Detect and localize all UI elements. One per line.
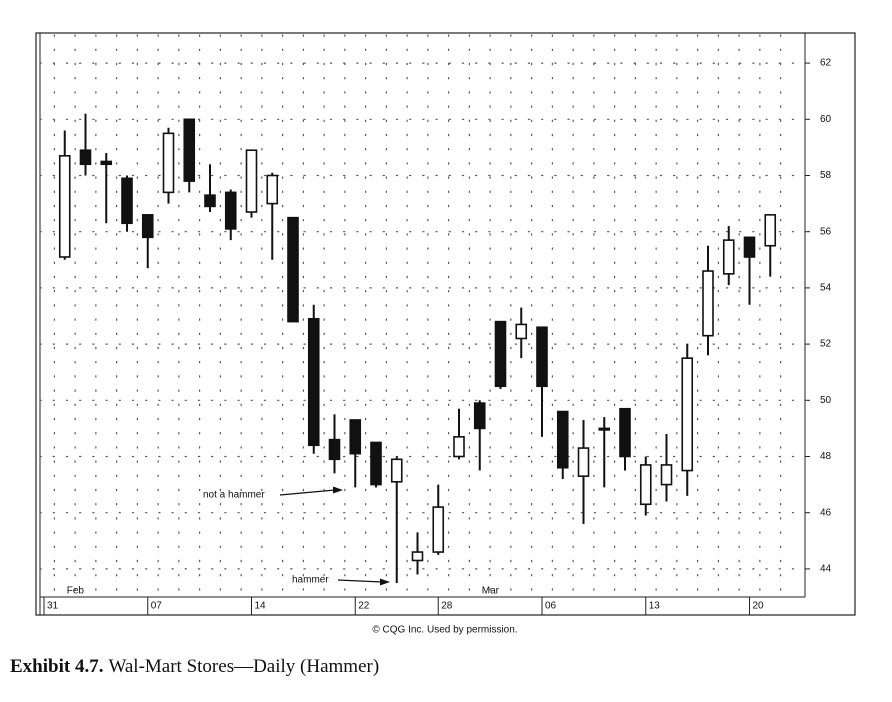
candle-body	[639, 464, 652, 506]
x-tick-label: 06	[545, 601, 557, 612]
annotation: hammer	[292, 575, 329, 586]
candle-body	[224, 191, 237, 230]
candle-body	[141, 214, 154, 239]
month-label: Feb	[67, 586, 85, 597]
candle-body	[494, 320, 507, 388]
annotation-arrow	[279, 489, 336, 496]
x-tick-label: 14	[255, 601, 267, 612]
y-tick-label: 54	[820, 283, 832, 294]
candle-body	[266, 174, 279, 205]
candle-body	[328, 438, 341, 461]
candle-body	[432, 506, 445, 553]
candle-body	[702, 270, 714, 337]
x-tick-label: 07	[151, 601, 163, 612]
candle-body	[473, 402, 486, 430]
candle-body	[204, 194, 216, 208]
candle-body	[183, 118, 196, 182]
y-tick-label: 46	[820, 507, 832, 518]
x-tick-label: 22	[358, 601, 370, 612]
candle-body	[743, 236, 756, 258]
credit: © CQG Inc. Used by permission.	[372, 625, 517, 636]
candle-body	[660, 464, 673, 486]
caption-label: Exhibit 4.7.	[10, 656, 103, 677]
month-label: Mar	[482, 586, 500, 597]
candle-body	[536, 326, 548, 388]
x-tick-label: 13	[649, 601, 661, 612]
arrow-head	[333, 486, 343, 494]
candle-body	[370, 441, 382, 486]
x-tick-label: 31	[47, 601, 59, 612]
y-tick-label: 58	[820, 170, 832, 181]
candle-body	[598, 427, 611, 431]
caption: Exhibit 4.7. Wal-Mart Stores—Daily (Hamme…	[10, 656, 379, 677]
y-tick-label: 60	[820, 114, 832, 125]
candle-body	[515, 323, 528, 340]
candle-body	[349, 419, 362, 455]
y-tick-label: 48	[820, 451, 832, 462]
x-tick-label: 20	[753, 601, 765, 612]
candle-body	[58, 155, 71, 258]
candle-body	[287, 216, 299, 323]
annotation-arrow	[337, 579, 383, 583]
arrow-head	[380, 578, 390, 586]
candle-body	[245, 149, 258, 213]
candle-body	[307, 318, 320, 447]
candle-body	[764, 214, 777, 247]
x-tick-label: 28	[441, 601, 453, 612]
candle-body	[121, 177, 133, 225]
candle-body	[162, 132, 175, 194]
y-tick-label: 50	[820, 395, 832, 406]
candle-body	[681, 357, 694, 472]
candle-body	[390, 458, 403, 483]
candle-body	[722, 239, 735, 275]
candle-body	[577, 447, 590, 477]
candle-body	[619, 407, 631, 458]
caption-title: Wal-Mart Stores—Daily (Hammer)	[108, 656, 379, 677]
candle-body	[556, 410, 569, 469]
frame	[35, 32, 856, 616]
y-tick-label: 56	[820, 226, 832, 237]
candle-body	[100, 160, 113, 166]
candle-body	[79, 149, 92, 166]
candle-body	[411, 551, 424, 562]
y-tick-label: 62	[820, 58, 832, 69]
annotation: not a hammer	[203, 490, 265, 501]
y-tick-label: 52	[820, 339, 832, 350]
candle-body	[453, 436, 465, 458]
y-tick-label: 44	[820, 564, 832, 575]
